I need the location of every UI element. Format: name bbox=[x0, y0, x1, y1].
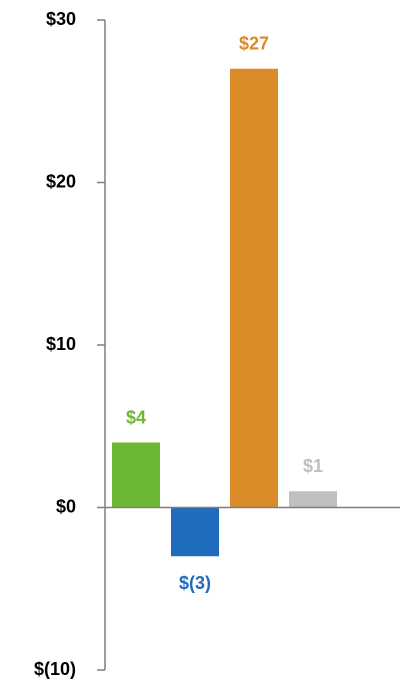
bar bbox=[112, 442, 160, 508]
y-tick-label: $10 bbox=[46, 334, 76, 354]
bar bbox=[289, 491, 337, 508]
y-tick-label: $(10) bbox=[34, 659, 76, 679]
bar bbox=[171, 507, 219, 557]
y-tick-label: $0 bbox=[56, 496, 76, 516]
y-tick-label: $20 bbox=[46, 171, 76, 191]
bar bbox=[230, 68, 278, 508]
value-label: $4 bbox=[126, 407, 146, 427]
y-tick-label: $30 bbox=[46, 9, 76, 29]
value-label: $27 bbox=[239, 34, 269, 54]
value-label: $(3) bbox=[179, 573, 211, 593]
value-label: $1 bbox=[303, 456, 323, 476]
